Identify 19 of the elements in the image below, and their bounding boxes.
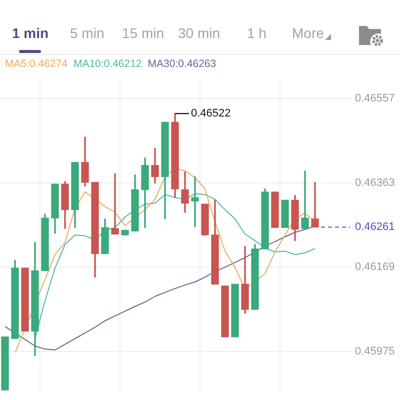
y-tick-label: 0.46169 <box>355 261 395 274</box>
tab-label: 1 min <box>12 25 49 41</box>
y-tick-label: 0.46363 <box>355 176 395 189</box>
text: MA30:0.46263 <box>148 58 216 70</box>
tab-label: 1 h <box>247 25 266 41</box>
y-tick-label: 0.45975 <box>355 346 395 358</box>
text: 0.46261 <box>355 221 395 234</box>
y-tick-label: 0.46557 <box>355 92 395 104</box>
tab-label: 15 min <box>122 25 164 41</box>
candlestick <box>191 176 199 228</box>
tab-label: 30 min <box>178 25 220 41</box>
candlestick <box>111 173 119 234</box>
text: MA5:0.46274 <box>5 58 68 70</box>
candlestick <box>301 170 309 229</box>
tab-label: More <box>292 25 324 41</box>
annotation: 0.46522 <box>191 108 231 120</box>
tab-label: 5 min <box>70 25 104 41</box>
text: MA10:0.46212 <box>73 58 142 70</box>
candlestick <box>311 182 319 228</box>
